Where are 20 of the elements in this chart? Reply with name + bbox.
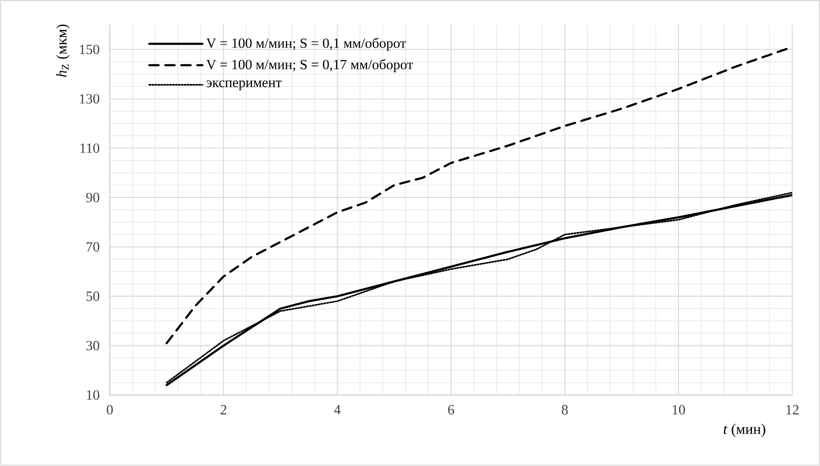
x-tick-label: 12 — [786, 405, 798, 414]
x-axis-title: t (мин) — [724, 424, 766, 438]
y-tick-label: 10 — [86, 390, 100, 400]
y-tick-label: 150 — [80, 44, 100, 54]
y-tick-label: 110 — [80, 144, 100, 154]
x-tick-label: 10 — [672, 405, 685, 415]
x-tick-label: 0 — [106, 405, 113, 415]
x-tick-label: 4 — [334, 405, 341, 414]
y-tick-label: 30 — [86, 341, 100, 350]
x-tick-label: 2 — [220, 405, 226, 414]
x-tick-label: 8 — [562, 405, 568, 415]
y-tick-label: 90 — [86, 192, 100, 202]
legend-label: V = 100 м/мин; S = 0,17 мм/оборот — [206, 59, 413, 72]
y-tick-label: 70 — [86, 242, 100, 252]
legend-label: эксперимент — [206, 80, 282, 90]
y-axis-title: h$_{Z}$ (мкм) — [56, 24, 70, 77]
x-tick-label: 6 — [448, 405, 454, 415]
y-tick-label: 50 — [86, 292, 100, 302]
y-tick-label: 130 — [80, 94, 100, 104]
legend-label: V = 100 м/мин; S = 0,1 мм/оборот — [206, 38, 406, 51]
